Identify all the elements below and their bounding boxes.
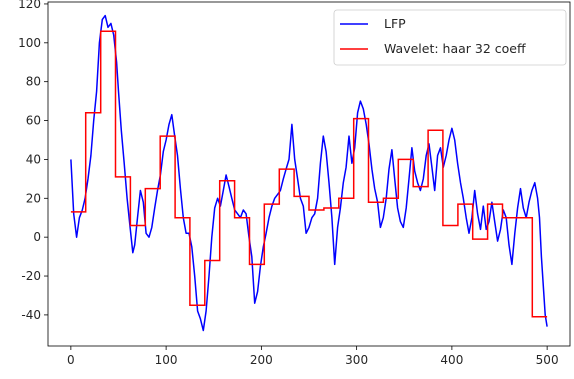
y-tick-label: 20 xyxy=(26,191,41,205)
y-tick-label: 0 xyxy=(33,230,41,244)
y-tick-label: 60 xyxy=(26,114,41,128)
y-tick-label: 100 xyxy=(18,36,41,50)
x-tick-label: 100 xyxy=(155,353,178,367)
x-axis-ticks: 0 100 200 300 400 500 xyxy=(67,346,559,367)
y-axis-ticks: -40 -20 0 20 40 60 80 100 120 xyxy=(18,0,48,322)
legend-label-lfp: LFP xyxy=(384,16,406,31)
y-tick-label: 40 xyxy=(26,152,41,166)
series-line-lfp xyxy=(70,14,548,332)
series-line-wavelet xyxy=(70,30,548,318)
plot-lines xyxy=(70,14,548,332)
y-tick-label: 80 xyxy=(26,75,41,89)
x-tick-label: 200 xyxy=(250,353,273,367)
x-tick-label: 400 xyxy=(440,353,463,367)
x-tick-label: 300 xyxy=(345,353,368,367)
y-tick-label: -20 xyxy=(21,269,41,283)
x-tick-label: 0 xyxy=(67,353,75,367)
legend-box xyxy=(333,9,567,66)
plot-frame xyxy=(47,1,571,347)
x-tick-label: 500 xyxy=(536,353,559,367)
legend: LFP Wavelet: haar 32 coeff xyxy=(333,9,567,66)
legend-label-wavelet: Wavelet: haar 32 coeff xyxy=(384,41,526,56)
y-tick-label: -40 xyxy=(21,308,41,322)
y-tick-label: 120 xyxy=(18,0,41,11)
